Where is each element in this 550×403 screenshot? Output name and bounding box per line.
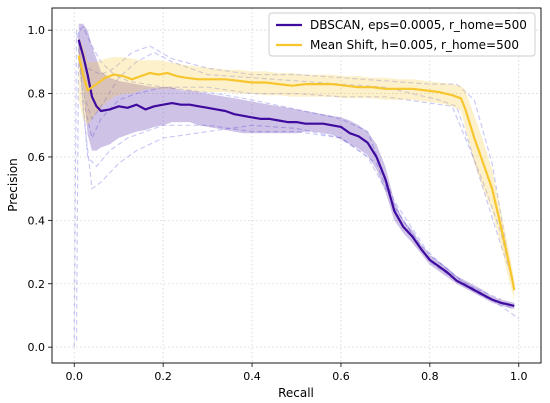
run-line-5 xyxy=(82,86,515,291)
series-band-1 xyxy=(78,36,515,300)
legend-label-0: DBSCAN, eps=0.0005, r_home=500 xyxy=(310,18,527,32)
x-axis-label: Recall xyxy=(278,386,314,400)
x-tick-label: 0.4 xyxy=(243,370,261,383)
x-tick-label: 0.2 xyxy=(154,370,172,383)
y-tick-label: 0.4 xyxy=(28,214,46,227)
y-tick-label: 0.2 xyxy=(28,278,46,291)
run-line-1 xyxy=(75,26,502,341)
legend-box xyxy=(268,12,536,57)
y-axis-label: Precision xyxy=(6,158,20,212)
y-tick-label: 0.8 xyxy=(28,88,46,101)
legend: DBSCAN, eps=0.0005, r_home=500 Mean Shift… xyxy=(268,12,536,57)
series-band-0 xyxy=(78,23,515,310)
run-line-4 xyxy=(78,45,511,269)
x-tick-label: 0.8 xyxy=(421,370,439,383)
run-line-3 xyxy=(78,51,515,284)
x-tick-label: 1.0 xyxy=(510,370,528,383)
plot-frame xyxy=(51,7,542,364)
y-tick-label: 1.0 xyxy=(28,24,46,37)
run-line-2 xyxy=(78,36,520,320)
y-tick-label: 0.6 xyxy=(28,151,46,164)
series-line-1 xyxy=(77,55,516,291)
x-tick-label: 0.0 xyxy=(65,370,83,383)
data-layer xyxy=(73,23,520,348)
legend-label-1: Mean Shift, h=0.005, r_home=500 xyxy=(310,38,519,52)
series-line-0 xyxy=(77,39,515,307)
axes: 0.0 0.2 0.4 0.6 0.8 1.0 0.0 0.2 0.4 0.6 0.8 1.0 xyxy=(28,7,542,383)
plot-area xyxy=(52,8,541,363)
y-tick-label: 0.0 xyxy=(28,341,46,354)
x-tick-label: 0.6 xyxy=(332,370,350,383)
run-line-0 xyxy=(73,30,515,348)
